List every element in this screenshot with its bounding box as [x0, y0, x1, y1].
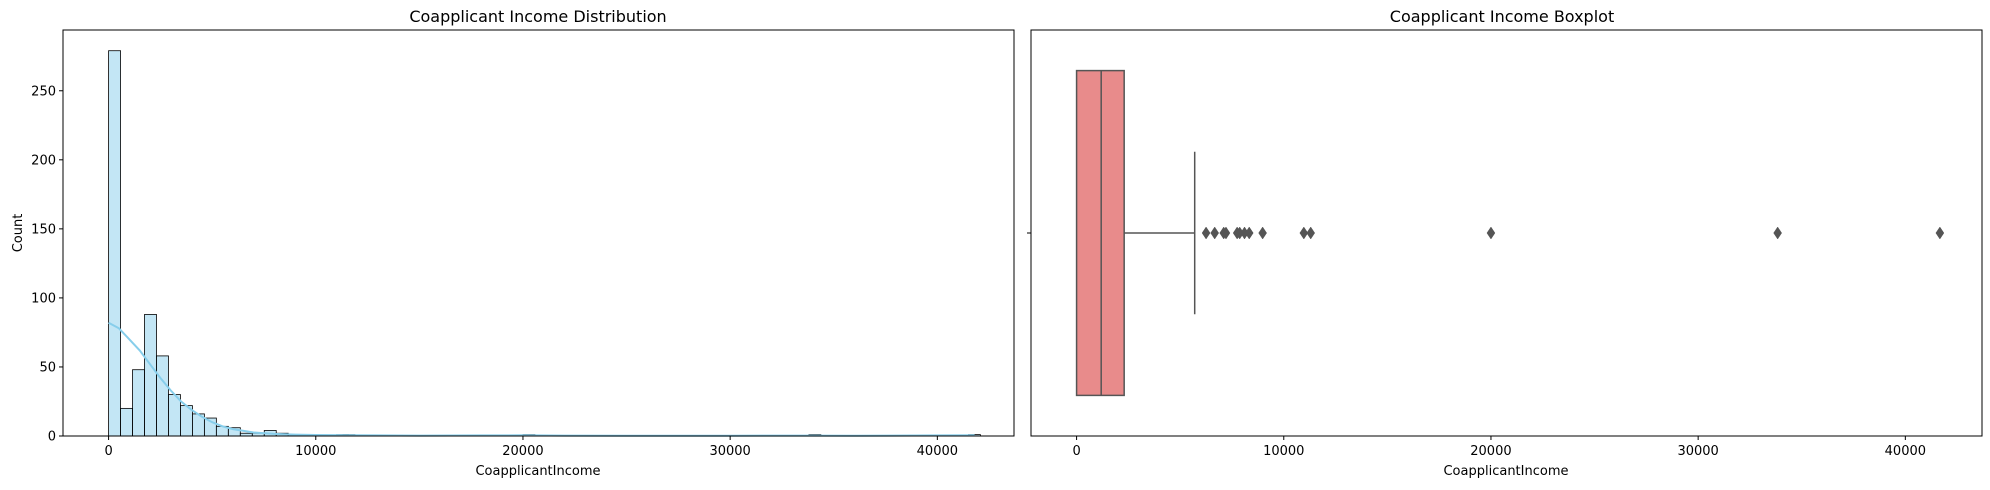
histogram-axes-frame: [62, 29, 1015, 437]
y-tick-label: 50: [39, 360, 56, 375]
boxplot-panel: Coapplicant Income Boxplot 0 10000 20000 30…: [1027, 7, 1983, 479]
iqr-box: [1075, 69, 1125, 397]
histogram-x-ticks: 0 10000 20000 30000 40000: [104, 436, 958, 459]
outlier-point: [1244, 226, 1254, 240]
x-tick-label: 0: [104, 444, 112, 459]
histogram-title: Coapplicant Income Distribution: [409, 7, 666, 26]
x-tick-label: 40000: [917, 444, 958, 459]
histogram-x-axis-label: CoapplicantIncome: [475, 464, 600, 479]
outlier-point: [1210, 226, 1219, 240]
x-tick-label: 20000: [1470, 444, 1511, 459]
y-tick-label: 0: [48, 430, 56, 445]
x-tick-label: 0: [1072, 444, 1080, 459]
outlier-point: [1221, 226, 1231, 240]
y-tick-label: 100: [31, 291, 56, 306]
histogram-bar: [108, 50, 121, 437]
histogram-y-axis-label: Count: [11, 214, 26, 253]
outlier-point: [1201, 226, 1211, 240]
histogram-bar: [120, 407, 133, 437]
kde-curve: [108, 321, 975, 437]
outlier-point: [1773, 226, 1782, 240]
histogram-bar: [132, 369, 145, 437]
outlier-point: [1299, 226, 1309, 240]
y-tick-label: 150: [31, 222, 56, 237]
boxplot-title: Coapplicant Income Boxplot: [1390, 7, 1614, 26]
y-tick-label: 250: [31, 84, 56, 99]
histogram-bar: [144, 314, 157, 437]
boxplot-x-axis-label: CoapplicantIncome: [1443, 464, 1568, 479]
x-tick-label: 20000: [502, 444, 543, 459]
histogram-bar: [168, 394, 181, 437]
outlier-point: [1258, 226, 1267, 240]
histogram-bars: [108, 50, 981, 437]
x-tick-label: 30000: [709, 444, 750, 459]
x-tick-label: 10000: [295, 444, 336, 459]
x-tick-label: 30000: [1677, 444, 1718, 459]
boxplot-x-ticks: 0 10000 20000 30000 40000: [1072, 436, 1926, 459]
histogram-y-ticks: 0 50 100 150 200 250: [31, 84, 63, 445]
x-tick-label: 10000: [1263, 444, 1304, 459]
histogram-panel: Coapplicant Income Distribution 0 10000 20…: [11, 7, 1015, 479]
outlier-point: [1935, 226, 1945, 240]
outlier-point: [1306, 226, 1316, 240]
boxplot: [1075, 69, 1945, 397]
histogram-bar: [156, 355, 169, 437]
outlier-point: [1486, 226, 1496, 240]
x-tick-label: 40000: [1885, 444, 1926, 459]
y-tick-label: 200: [31, 153, 56, 168]
